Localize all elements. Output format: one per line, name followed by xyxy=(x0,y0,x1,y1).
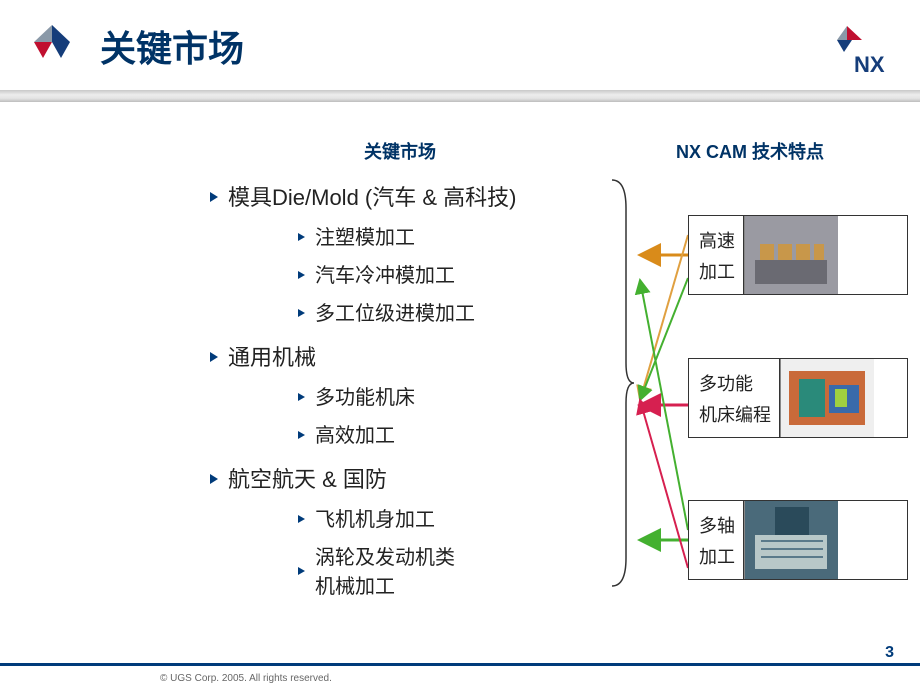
footer-line xyxy=(0,663,920,666)
nx-logo-icon: NX xyxy=(832,22,892,77)
bullet-icon xyxy=(298,393,305,401)
market-list: 模具Die/Mold (汽车 & 高科技) 注塑模加工汽车冷冲模加工多工位级进模加… xyxy=(210,180,590,599)
slide-header: 关键市场 NX xyxy=(0,0,920,95)
section-label: 航空航天 & 国防 xyxy=(228,462,387,494)
section-header: 航空航天 & 国防 xyxy=(210,462,590,494)
section-item: 注塑模加工 xyxy=(298,221,590,250)
section-item: 涡轮及发动机类 机械加工 xyxy=(298,541,590,599)
section-item: 多功能机床 xyxy=(298,381,590,410)
tech-card-2-image xyxy=(779,359,874,437)
bullet-icon xyxy=(298,515,305,523)
page-number: 3 xyxy=(885,644,894,662)
tech-card-3-label: 多轴 加工 xyxy=(689,501,743,579)
card1-line2: 加工 xyxy=(699,257,735,288)
tech-card-3-image xyxy=(743,501,838,579)
tech-card-1-label: 高速 加工 xyxy=(689,216,743,294)
tech-card-2-label: 多功能 机床编程 xyxy=(689,359,779,437)
item-label: 注塑模加工 xyxy=(315,221,415,250)
bullet-icon xyxy=(210,192,218,202)
card1-line1: 高速 xyxy=(699,226,735,257)
left-column-title: 关键市场 xyxy=(290,138,510,164)
bullet-icon xyxy=(298,431,305,439)
footer-copyright: © UGS Corp. 2005. All rights reserved. xyxy=(160,673,332,684)
tech-card-1: 高速 加工 xyxy=(688,215,908,295)
card3-line1: 多轴 xyxy=(699,511,735,542)
card3-line2: 加工 xyxy=(699,542,735,573)
section-item: 多工位级进模加工 xyxy=(298,297,590,326)
brace-icon xyxy=(610,178,636,588)
section-label: 通用机械 xyxy=(228,340,316,372)
card2-line1: 多功能 xyxy=(699,369,771,400)
section-item: 飞机机身加工 xyxy=(298,503,590,532)
bullet-icon xyxy=(298,567,305,575)
section-item: 汽车冷冲模加工 xyxy=(298,259,590,288)
section-label: 模具Die/Mold (汽车 & 高科技) xyxy=(228,180,516,212)
header-band xyxy=(0,90,920,102)
item-label: 飞机机身加工 xyxy=(315,503,435,532)
section-header: 模具Die/Mold (汽车 & 高科技) xyxy=(210,180,590,212)
item-label: 汽车冷冲模加工 xyxy=(315,259,455,288)
right-column-title: NX CAM 技术特点 xyxy=(620,138,880,164)
bullet-icon xyxy=(298,271,305,279)
item-label: 多工位级进模加工 xyxy=(315,297,475,326)
item-label: 涡轮及发动机类 机械加工 xyxy=(315,541,455,599)
bullet-icon xyxy=(298,309,305,317)
item-label: 多功能机床 xyxy=(315,381,415,410)
bullet-icon xyxy=(298,233,305,241)
tech-card-1-image xyxy=(743,216,838,294)
item-label: 高效加工 xyxy=(315,419,395,448)
slide-title: 关键市场 xyxy=(100,20,244,72)
tech-card-2: 多功能 机床编程 xyxy=(688,358,908,438)
svg-text:NX: NX xyxy=(854,52,885,77)
bullet-icon xyxy=(210,474,218,484)
tech-card-3: 多轴 加工 xyxy=(688,500,908,580)
bullet-icon xyxy=(210,352,218,362)
card2-line2: 机床编程 xyxy=(699,400,771,431)
ugs-logo-icon xyxy=(30,22,75,62)
section-item: 高效加工 xyxy=(298,419,590,448)
section-header: 通用机械 xyxy=(210,340,590,372)
